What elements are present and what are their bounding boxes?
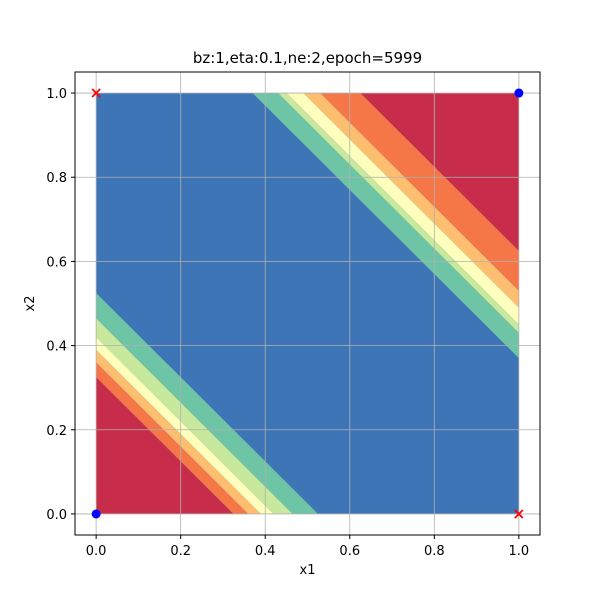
y-tick-label: 0.2 [46,424,67,439]
x-tick-label: 0.8 [424,544,445,559]
axes-frame [74,71,541,536]
data-points [91,88,524,519]
ticks: 0.0 0.2 0.4 0.6 0.8 1.0 0.0 0.2 0.4 0.6 0.8 1.0 [46,87,529,559]
x-tick-label: 0.4 [255,544,276,559]
y-tick-label: 0.8 [46,171,67,186]
point-dot-3 [514,88,524,98]
contour-band-upper-5 [252,93,519,359]
y-tick-label: 0.0 [46,508,67,523]
contour-band-lower-5 [96,292,319,514]
contour-fill [96,93,519,514]
point-cross-0 [91,88,101,98]
chart-title: bz:1,eta:0.1,ne:2,epoch=5999 [193,49,422,67]
y-tick-label: 0.6 [46,255,67,270]
grid [75,72,540,535]
contour-band-lower-3 [96,337,274,514]
x-tick-label: 0.2 [170,544,191,559]
y-tick-label: 0.4 [46,340,67,355]
x-tick-label: 0.0 [86,544,107,559]
contour-band-upper-1 [320,93,519,291]
point-dot-2 [91,509,101,519]
point-cross-1 [514,509,524,519]
y-axis-label: x2 [23,296,38,312]
x-tick-label: 1.0 [509,544,530,559]
contour-band-lower-4 [96,318,293,514]
contour-band-lower-0 [96,377,234,514]
y-tick-label: 1.0 [46,87,67,102]
x-axis-label: x1 [300,563,316,578]
x-tick-label: 0.6 [339,544,360,559]
